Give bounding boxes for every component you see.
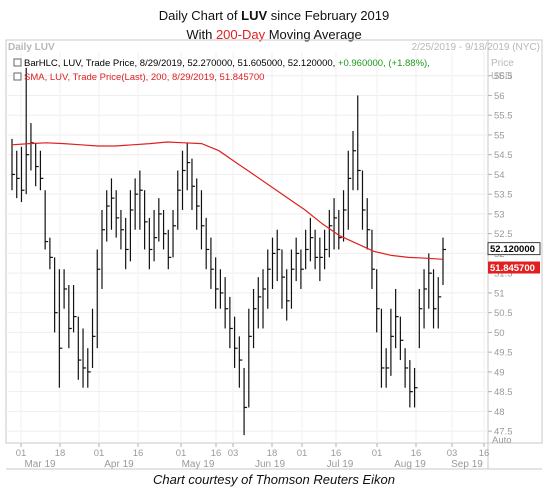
chart-title-line-1: Daily Chart of LUV since February 2019 bbox=[0, 8, 548, 23]
legend-entry-barhlc-change: +0.960000, (+1.88%), bbox=[338, 58, 430, 69]
y-tick-label: 51 bbox=[494, 288, 505, 299]
y-tick-label: 53 bbox=[494, 209, 505, 220]
title-ticker: LUV bbox=[241, 8, 268, 23]
x-tick-label: 03 bbox=[447, 448, 458, 459]
y-tick-label: 53.5 bbox=[494, 190, 513, 201]
month-label: Sep 19 bbox=[451, 459, 483, 470]
month-label: Apr 19 bbox=[104, 459, 134, 470]
x-tick-label: 18 bbox=[267, 448, 278, 459]
y-tick-label: 54.5 bbox=[494, 150, 513, 161]
y-tick-label: 54 bbox=[494, 170, 505, 181]
x-tick-label: 18 bbox=[55, 448, 66, 459]
legend-entry-sma: SMA, LUV, Trade Price(Last), 200, 8/29/2… bbox=[24, 72, 264, 83]
last-price-label: 52.120000 bbox=[490, 244, 535, 255]
subtitle-suffix: Moving Average bbox=[265, 27, 362, 42]
sma-value-box bbox=[488, 261, 540, 274]
y-tick-label: 50.5 bbox=[494, 308, 513, 319]
month-label: May 19 bbox=[182, 459, 215, 470]
title-prefix: Daily Chart of bbox=[158, 8, 242, 23]
sma-value-label: 51.845700 bbox=[490, 263, 535, 274]
month-label: Jul 19 bbox=[327, 459, 354, 470]
chart-title-line-2: With 200-Day Moving Average bbox=[0, 27, 548, 42]
y-tick-label: 51.5 bbox=[494, 269, 513, 280]
x-tick-label: 16 bbox=[411, 448, 422, 459]
subtitle-prefix: With bbox=[186, 27, 216, 42]
legend-entry-barhlc: BarHLC, LUV, Trade Price, 8/29/2019, 52.… bbox=[24, 58, 430, 69]
legend-marker-sma bbox=[13, 72, 22, 81]
month-label: Aug 19 bbox=[394, 459, 426, 470]
y-tick-label: 49.5 bbox=[494, 348, 513, 359]
y-tick-label: 55.5 bbox=[494, 111, 513, 122]
axis-header-currency: USD bbox=[491, 71, 512, 82]
subtitle-highlight: 200-Day bbox=[215, 27, 266, 42]
y-tick-label: 56 bbox=[494, 91, 505, 102]
legend-marker-bar bbox=[13, 58, 22, 67]
y-tick-label: 49 bbox=[494, 367, 505, 378]
x-tick-label: 01 bbox=[372, 448, 383, 459]
x-tick-label: 03 bbox=[228, 448, 239, 459]
y-tick-label: 48 bbox=[494, 407, 505, 418]
y-tick-label: 48.5 bbox=[494, 387, 513, 398]
month-label: Jun 19 bbox=[255, 459, 285, 470]
plot-frame bbox=[5, 39, 543, 444]
chart-credit: Chart courtesy of Thomson Reuters Eikon bbox=[152, 472, 396, 487]
sma-200-line bbox=[11, 141, 444, 260]
auto-scale-label: Auto bbox=[492, 435, 512, 446]
y-tick-label: 55 bbox=[494, 130, 505, 141]
y-tick-label: 56.5 bbox=[494, 71, 513, 82]
axis-header-price: Price bbox=[491, 58, 514, 69]
date-range: 2/25/2019 - 9/18/2019 (NYC) bbox=[412, 42, 540, 53]
x-tick-label: 16 bbox=[133, 448, 144, 459]
x-tick-label: 16 bbox=[331, 448, 342, 459]
panel-label: Daily LUV bbox=[8, 42, 55, 53]
last-price-box bbox=[487, 242, 541, 256]
x-tick-label: 01 bbox=[297, 448, 308, 459]
x-tick-label: 01 bbox=[94, 448, 105, 459]
y-tick-label: 50 bbox=[494, 328, 505, 339]
legend-entry-barhlc-text: BarHLC, LUV, Trade Price, 8/29/2019, 52.… bbox=[24, 58, 338, 69]
x-tick-label: 16 bbox=[211, 448, 222, 459]
title-suffix: since February 2019 bbox=[267, 8, 390, 23]
x-tick-label: 01 bbox=[176, 448, 187, 459]
y-tick-label: 52.5 bbox=[494, 229, 513, 240]
x-tick-label: 01 bbox=[16, 448, 27, 459]
y-tick-label: 47.5 bbox=[494, 427, 513, 438]
month-label: Mar 19 bbox=[24, 459, 56, 470]
x-tick-label: 16 bbox=[479, 448, 490, 459]
